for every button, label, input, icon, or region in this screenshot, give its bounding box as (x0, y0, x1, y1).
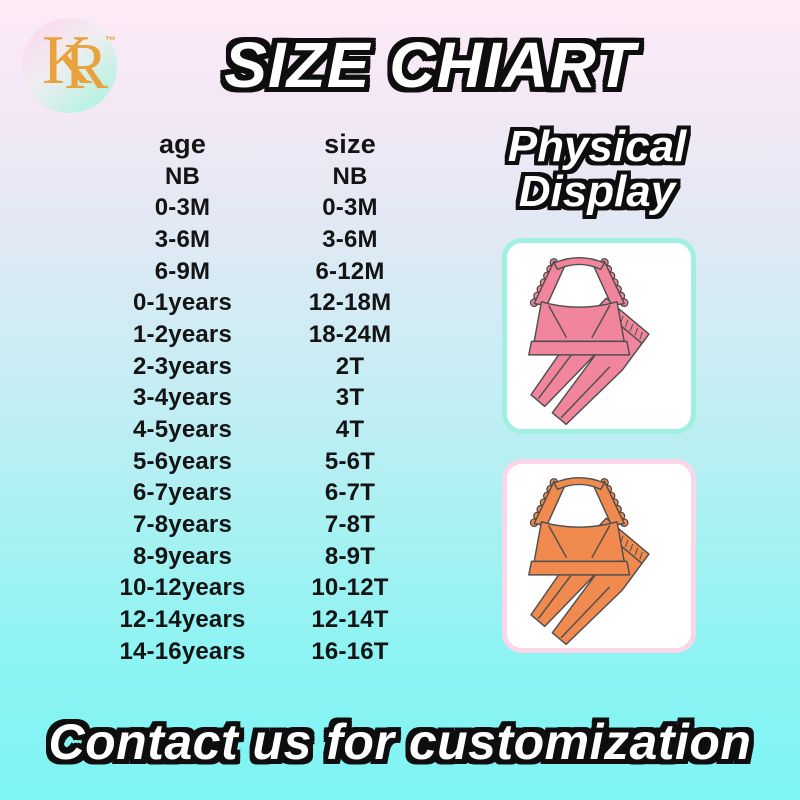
pink-outfit-image (509, 246, 689, 426)
age-cell: 1-2years (132, 320, 233, 348)
size-column-header: size (324, 129, 376, 160)
size-cell: 6-12M (315, 257, 385, 285)
age-cell: 4-5years (132, 416, 233, 444)
age-cell: 6-9M (154, 257, 211, 285)
age-cell: 2-3years (132, 352, 233, 380)
trademark-symbol: ™ (105, 35, 116, 47)
size-cell: 6-7T (324, 479, 376, 507)
age-cell: 3-6M (154, 225, 211, 253)
age-cell: NB (164, 162, 201, 190)
age-cell: 10-12years (119, 574, 246, 602)
size-cell: 16-16T (311, 637, 389, 665)
size-cell: 10-12T (311, 574, 389, 602)
size-cell: 8-9T (324, 542, 376, 570)
age-cell: 8-9years (132, 542, 233, 570)
size-cell: 12-18M (308, 289, 392, 317)
physical-display-line2: Display (518, 167, 676, 216)
age-cell: 7-8years (132, 511, 233, 539)
size-cell: 12-14T (311, 606, 389, 634)
age-cell: 14-16years (119, 637, 246, 665)
size-cell: 2T (335, 352, 365, 380)
size-cell: 5-6T (324, 447, 376, 475)
logo-letter-r: R (64, 30, 109, 103)
size-cell: 3-6M (322, 225, 378, 253)
age-cell: 0-1years (132, 289, 233, 317)
size-cell: 7-8T (324, 511, 376, 539)
orange-outfit-image (509, 466, 689, 646)
age-column-header: age (158, 129, 207, 160)
product-card-pink (502, 238, 696, 434)
age-cell: 12-14years (119, 606, 246, 634)
age-cell: 5-6years (132, 447, 233, 475)
size-table: age size NB NB 0-3M 0-3M 3-6M 3-6M 6-9M … (100, 129, 435, 668)
age-cell: 0-3M (154, 194, 211, 222)
product-card-orange (502, 459, 696, 653)
size-cell: 18-24M (308, 320, 392, 348)
size-cell: NB (332, 162, 368, 190)
size-cell: 0-3M (322, 194, 378, 222)
size-cell: 3T (335, 384, 365, 412)
physical-display-heading: Physical Display (462, 124, 732, 214)
size-cell: 4T (335, 416, 365, 444)
page-title: SIZE CHIART (224, 29, 636, 101)
footer-contact-text: Contact us for customization (48, 714, 752, 770)
logo-letter-k: K (42, 22, 93, 99)
brand-logo: K R ™ (22, 18, 117, 113)
physical-display-line1: Physical (507, 122, 687, 171)
age-cell: 6-7years (132, 479, 233, 507)
age-cell: 3-4years (132, 384, 233, 412)
